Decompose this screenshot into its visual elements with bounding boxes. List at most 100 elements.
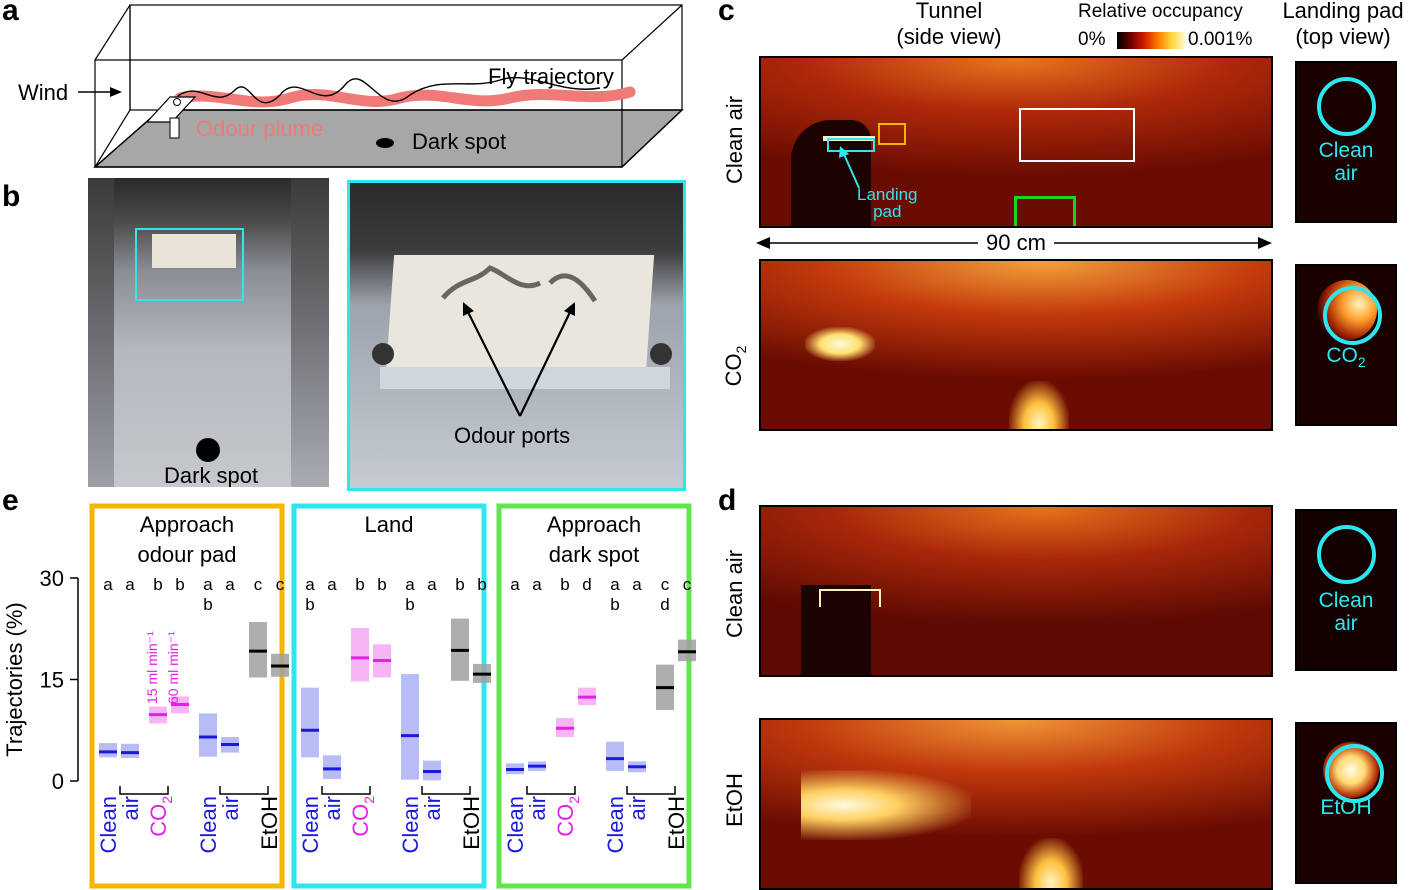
panel-label-c: c: [718, 0, 735, 27]
significance-letter: c: [276, 575, 285, 594]
ci-box: [401, 674, 419, 780]
bracket: [421, 786, 471, 795]
x-label: Clean: [503, 796, 528, 853]
significance-letter: d: [582, 575, 591, 594]
significance-letter: a: [305, 575, 315, 594]
significance-letter: b: [455, 575, 464, 594]
significance-letter: b: [355, 575, 364, 594]
flow-label-15: 15 ml min⁻¹: [144, 631, 160, 704]
significance-letter: a: [405, 575, 415, 594]
colorbar-max: 0.001%: [1188, 29, 1253, 50]
significance-letter: a: [103, 575, 113, 594]
x-label: CO2: [146, 796, 175, 837]
distance-label: 90 cm: [986, 230, 1046, 255]
x-label: air: [218, 796, 243, 820]
y-tick-label: 30: [40, 566, 64, 591]
bracket: [526, 786, 576, 795]
ci-box: [606, 741, 624, 771]
significance-letter: d: [660, 595, 669, 614]
row-label-etoh-d: EtOH: [722, 773, 747, 827]
bracket: [119, 786, 169, 795]
tunnel-photo: Dark spot: [88, 178, 329, 487]
significance-letter: c: [254, 575, 263, 594]
pad-thumb-co2-c: CO2: [1295, 264, 1397, 426]
bracket: [626, 786, 676, 795]
pad-thumb-clean-air-c: Clean air: [1295, 61, 1397, 223]
panel-label-e: e: [2, 484, 19, 517]
group-title: Land: [365, 512, 414, 537]
x-label: EtOH: [664, 796, 689, 850]
heatmap-etoh-d: [759, 718, 1273, 890]
odour-plume-label: Odour plume: [196, 116, 324, 141]
significance-letter: c: [683, 575, 692, 594]
significance-letter: b: [377, 575, 386, 594]
fly-trajectory-label: Fly trajectory: [488, 64, 614, 89]
bracket: [321, 786, 371, 795]
x-label: Clean: [196, 796, 221, 853]
x-label: air: [118, 796, 143, 820]
pad-circle: [1325, 744, 1384, 803]
pad-circle: [1323, 286, 1382, 345]
pad-thumb-etoh-d: EtOH: [1295, 722, 1397, 884]
colorbar-title: Relative occupancy: [1078, 1, 1243, 22]
odour-ports-label: Odour ports: [454, 423, 571, 448]
significance-letter: a: [610, 575, 620, 594]
significance-letter: a: [203, 575, 213, 594]
x-label: air: [320, 796, 345, 820]
x-label: air: [525, 796, 550, 820]
significance-letter: a: [225, 575, 235, 594]
significance-letter: a: [125, 575, 135, 594]
group-box: [291, 503, 487, 889]
row-label-clean-air-d: Clean air: [722, 549, 747, 639]
significance-letter: a: [510, 575, 520, 594]
landing-pad-box: [827, 138, 875, 152]
significance-letter: b: [610, 595, 619, 614]
significance-letter: a: [327, 575, 337, 594]
y-tick-label: 15: [40, 668, 64, 693]
dark-spot-label-b: Dark spot: [164, 463, 259, 487]
y-axis-label: Trajectories (%): [2, 602, 27, 756]
row-label-clean-air-c: Clean air: [722, 95, 747, 185]
x-label: Clean: [603, 796, 628, 853]
group-title: Approach: [140, 512, 234, 537]
heatmap-clean-air-d: [759, 505, 1273, 677]
ci-box: [199, 713, 217, 757]
significance-letter: a: [632, 575, 642, 594]
dark-spot-photo: [196, 438, 220, 462]
colorbar: [1117, 32, 1185, 49]
significance-letter: b: [175, 575, 184, 594]
significance-letter: b: [153, 575, 162, 594]
ci-box: [121, 743, 139, 758]
x-label: Clean: [96, 796, 121, 853]
heatmap-co2-c: [759, 259, 1273, 431]
ci-box: [351, 628, 369, 682]
pad-circle: [1317, 525, 1376, 584]
pad-circle: [1317, 77, 1376, 136]
wind-label: Wind: [18, 80, 69, 105]
ci-box: [99, 743, 117, 758]
panel-label-a: a: [2, 0, 19, 27]
distance-arrow: [756, 237, 1272, 249]
panel-label-d: d: [718, 484, 737, 517]
group-box: [496, 503, 692, 889]
significance-letter: b: [560, 575, 569, 594]
group-title: Approach: [547, 512, 641, 537]
zoom-box: [135, 228, 244, 301]
tunnel-schematic: [78, 4, 684, 168]
x-label: EtOH: [257, 796, 282, 850]
landing-pad-title: Landing pad (top view): [1282, 0, 1404, 49]
landing-pad-label: Landing pad: [857, 185, 918, 221]
significance-letter: a: [427, 575, 437, 594]
significance-letter: a: [532, 575, 542, 594]
significance-letter: b: [405, 595, 414, 614]
approach-pad-box: [878, 123, 906, 145]
group-box: [89, 503, 285, 889]
x-label: air: [625, 796, 650, 820]
pad-thumb-clean-air-d: Clean air: [1295, 509, 1397, 671]
x-label: air: [420, 796, 445, 820]
dark-spot-box: [1014, 196, 1076, 226]
heatmap-clean-air-c: Landing pad: [759, 56, 1273, 228]
panel-label-b: b: [2, 180, 21, 213]
tunnel-title: Tunnel (side view): [896, 0, 1002, 49]
